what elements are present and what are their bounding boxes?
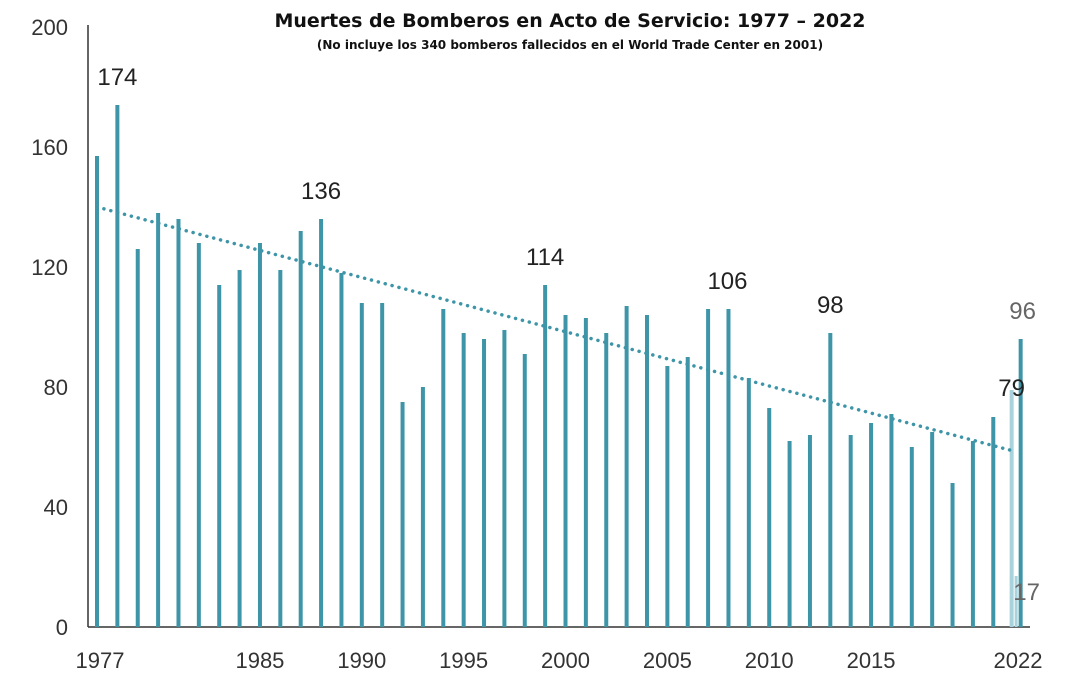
x-tick-label: 2010 — [745, 648, 794, 673]
bar-2007 — [706, 309, 711, 627]
bar-1977 — [95, 156, 99, 627]
bar-2004 — [644, 315, 649, 627]
bar-2021 — [991, 417, 996, 627]
data-label: 174 — [97, 64, 137, 91]
bar-2013 — [828, 333, 833, 627]
x-tick-label: 2015 — [847, 648, 896, 673]
bar-1998 — [522, 354, 527, 627]
bar-1986 — [278, 270, 283, 627]
y-tick-label: 40 — [44, 495, 68, 520]
bar-2022-total — [1018, 339, 1023, 627]
bar-2016 — [889, 414, 894, 627]
bar-2011 — [787, 441, 792, 627]
bar-1978 — [115, 105, 120, 627]
bar-1997 — [502, 330, 507, 627]
bar-2012 — [807, 435, 812, 627]
x-tick-label: 1995 — [439, 648, 488, 673]
bar-1993 — [420, 387, 425, 627]
bar-2003 — [624, 306, 629, 627]
y-tick-label: 160 — [31, 135, 68, 160]
bar-1989 — [339, 273, 344, 627]
bar-1992 — [400, 402, 405, 627]
bar-2000 — [563, 315, 568, 627]
bar-2006 — [685, 357, 690, 627]
x-tick-label: 2022 — [994, 648, 1043, 673]
bar-2009 — [746, 378, 751, 627]
bar-2008 — [726, 309, 731, 627]
chart-subtitle: (No incluye los 340 bomberos fallecidos … — [316, 38, 824, 52]
bar-2001 — [583, 318, 588, 627]
bar-1982 — [196, 243, 201, 627]
bar-2018 — [930, 432, 935, 627]
bar-2017 — [909, 447, 914, 627]
y-tick-label: 200 — [31, 15, 68, 40]
x-tick-label: 1985 — [235, 648, 284, 673]
data-label: 79 — [998, 375, 1025, 402]
data-label: 106 — [707, 268, 747, 295]
y-tick-label: 0 — [56, 615, 68, 640]
x-tick-label: 1990 — [337, 648, 386, 673]
bar-1979 — [135, 249, 140, 627]
trendline — [95, 205, 1012, 452]
bar-2015 — [869, 423, 874, 627]
y-tick-label: 120 — [31, 255, 68, 280]
x-tick-label: 2005 — [643, 648, 692, 673]
bar-1991 — [380, 303, 385, 627]
bar-1990 — [359, 303, 364, 627]
bar-2020 — [970, 441, 975, 627]
data-label: 17 — [1013, 579, 1040, 606]
bar-1985 — [257, 243, 262, 627]
bar-1987 — [298, 231, 303, 627]
data-label: 136 — [301, 178, 341, 205]
chart-title: Muertes de Bomberos en Acto de Servicio:… — [274, 10, 866, 32]
bar-1980 — [156, 213, 161, 627]
bar-2022-segment-1 — [1009, 390, 1014, 627]
bar-2019 — [950, 483, 955, 627]
bar-1996 — [482, 339, 487, 627]
data-label: 96 — [1009, 298, 1036, 325]
x-tick-label: 2000 — [541, 648, 590, 673]
bar-1988 — [319, 219, 324, 627]
bar-1983 — [217, 285, 222, 627]
bar-2010 — [767, 408, 772, 627]
data-label: 98 — [817, 292, 844, 319]
bar-1995 — [461, 333, 466, 627]
bar-1994 — [441, 309, 446, 627]
bar-2014 — [848, 435, 853, 627]
bar-2022-segment-2 — [1014, 576, 1018, 627]
bar-2002 — [604, 333, 609, 627]
x-tick-label: 1977 — [76, 648, 125, 673]
bar-1999 — [543, 285, 548, 627]
y-tick-label: 80 — [44, 375, 68, 400]
bar-2005 — [665, 366, 670, 627]
bar-1981 — [176, 219, 181, 627]
bar-1984 — [237, 270, 242, 627]
data-label: 114 — [526, 244, 564, 271]
